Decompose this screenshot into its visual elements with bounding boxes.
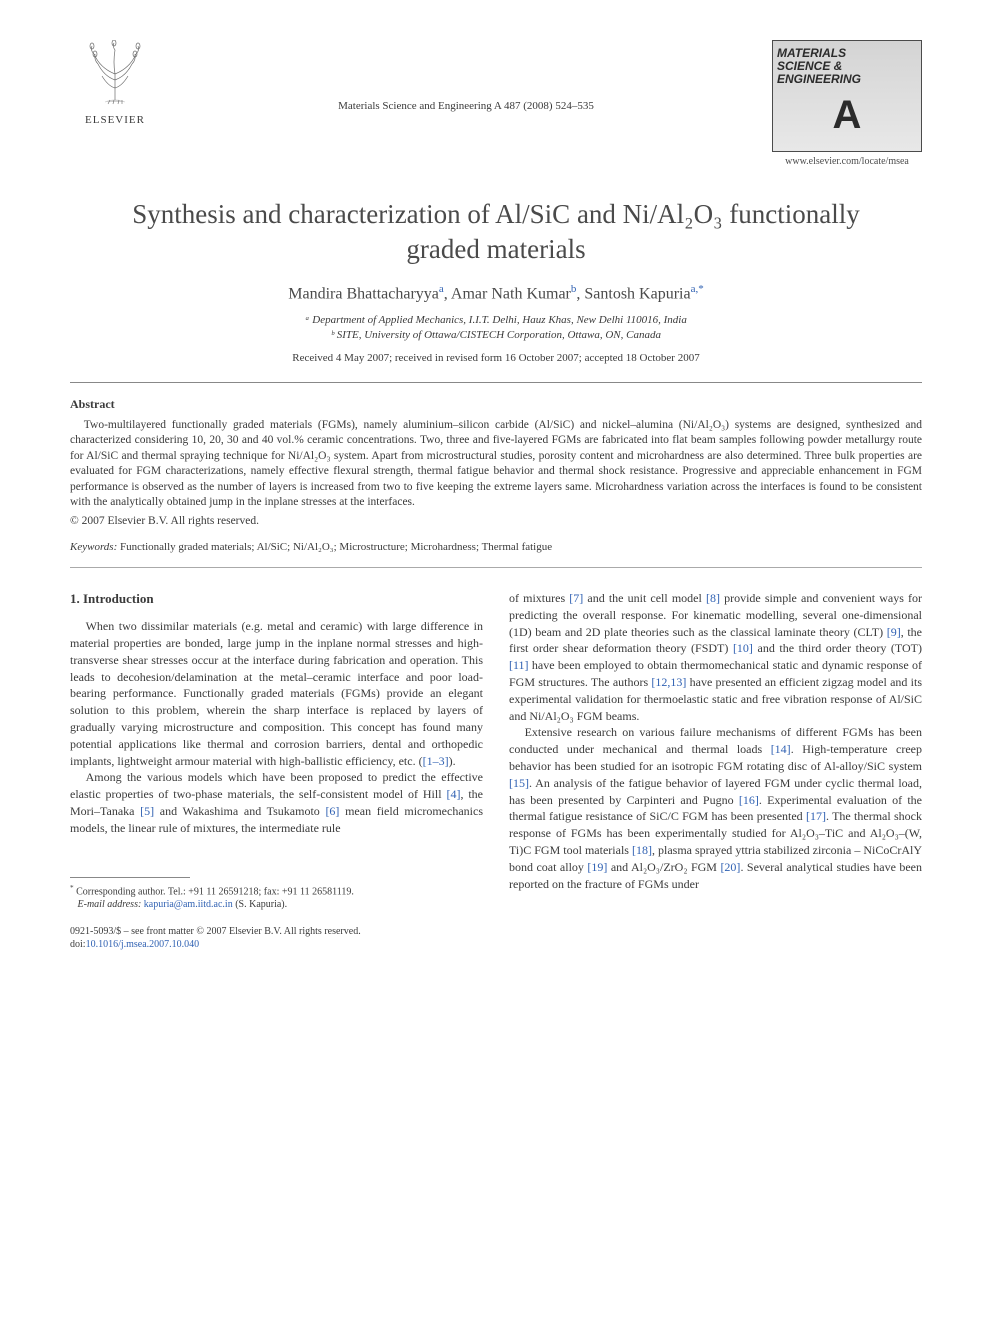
- email-label: E-mail address:: [78, 899, 142, 910]
- journal-box-letter: A: [777, 93, 917, 137]
- divider: [70, 567, 922, 568]
- keywords-label: Keywords:: [70, 541, 117, 553]
- front-matter-meta: 0921-5093/$ – see front matter © 2007 El…: [70, 925, 483, 952]
- corresponding-star-icon[interactable]: *: [698, 283, 704, 295]
- keywords: Keywords: Functionally graded materials;…: [70, 541, 922, 553]
- citation-ref[interactable]: [14]: [771, 742, 791, 756]
- citation-ref[interactable]: [15]: [509, 776, 529, 790]
- elsevier-tree-icon: [80, 40, 150, 110]
- paragraph: When two dissimilar materials (e.g. meta…: [70, 618, 483, 769]
- footnote-text: Corresponding author. Tel.: +91 11 26591…: [76, 886, 354, 897]
- article-dates: Received 4 May 2007; received in revised…: [70, 352, 922, 364]
- citation-line: Materials Science and Engineering A 487 …: [160, 40, 772, 112]
- article-title: Synthesis and characterization of Al/SiC…: [110, 197, 882, 267]
- author-name: Santosh Kapuria: [584, 285, 690, 302]
- email-attribution: (S. Kapuria).: [235, 899, 287, 910]
- divider: [70, 382, 922, 383]
- citation-ref[interactable]: [6]: [325, 804, 339, 818]
- citation-ref[interactable]: [5]: [140, 804, 154, 818]
- keywords-text: Functionally graded materials; Al/SiC; N…: [120, 541, 552, 553]
- body-columns: 1. Introduction When two dissimilar mate…: [70, 590, 922, 952]
- email-link[interactable]: kapuria@am.iitd.ac.in: [144, 899, 233, 910]
- affiliations: ᵃ Department of Applied Mechanics, I.I.T…: [70, 313, 922, 344]
- page-header: ELSEVIER Materials Science and Engineeri…: [70, 40, 922, 167]
- citation-ref[interactable]: [16]: [739, 793, 759, 807]
- citation-ref[interactable]: [10]: [733, 641, 753, 655]
- journal-logo-box: MATERIALS SCIENCE & ENGINEERING A: [772, 40, 922, 152]
- doi-link[interactable]: 10.1016/j.msea.2007.10.040: [86, 939, 200, 950]
- paragraph: Among the various models which have been…: [70, 769, 483, 836]
- right-column: of mixtures [7] and the unit cell model …: [509, 590, 922, 952]
- affiliation-line: ᵃ Department of Applied Mechanics, I.I.T…: [70, 313, 922, 328]
- citation-ref[interactable]: [8]: [706, 591, 720, 605]
- section-heading: 1. Introduction: [70, 590, 483, 608]
- footnote-divider: [70, 877, 190, 878]
- citation-ref[interactable]: [11]: [509, 658, 529, 672]
- star-icon: *: [70, 884, 74, 892]
- abstract-heading: Abstract: [70, 397, 922, 412]
- publisher-block: ELSEVIER: [70, 40, 160, 126]
- citation-ref[interactable]: [7]: [569, 591, 583, 605]
- affiliation-line: ᵇ SITE, University of Ottawa/CISTECH Cor…: [70, 328, 922, 343]
- author-affil-sup: b: [571, 283, 577, 295]
- author-name: Amar Nath Kumar: [451, 285, 571, 302]
- author-list: Mandira Bhattacharyyaa, Amar Nath Kumarb…: [70, 283, 922, 303]
- citation-ref[interactable]: [18]: [632, 843, 652, 857]
- citation-ref[interactable]: [19]: [587, 860, 607, 874]
- journal-box-line: ENGINEERING: [777, 73, 917, 86]
- citation-ref[interactable]: [1–3]: [423, 754, 449, 768]
- citation-ref[interactable]: [4]: [446, 787, 460, 801]
- author-affil-sup: a: [439, 283, 444, 295]
- citation-ref[interactable]: [9]: [887, 625, 901, 639]
- citation-ref[interactable]: [17]: [806, 809, 826, 823]
- publisher-name: ELSEVIER: [70, 114, 160, 126]
- corresponding-footnote: * Corresponding author. Tel.: +91 11 265…: [70, 884, 483, 911]
- citation-ref[interactable]: [12,13]: [651, 675, 686, 689]
- abstract-copyright: © 2007 Elsevier B.V. All rights reserved…: [70, 515, 922, 527]
- paragraph: Extensive research on various failure me…: [509, 724, 922, 892]
- abstract-body: Two-multilayered functionally graded mat…: [70, 418, 922, 511]
- left-column: 1. Introduction When two dissimilar mate…: [70, 590, 483, 952]
- author-name: Mandira Bhattacharyya: [288, 285, 439, 302]
- journal-block: MATERIALS SCIENCE & ENGINEERING A www.el…: [772, 40, 922, 167]
- citation-ref[interactable]: [20]: [720, 860, 740, 874]
- copyright-line: 0921-5093/$ – see front matter © 2007 El…: [70, 925, 483, 939]
- paragraph: of mixtures [7] and the unit cell model …: [509, 590, 922, 724]
- journal-url[interactable]: www.elsevier.com/locate/msea: [772, 156, 922, 167]
- doi-label: doi:: [70, 939, 86, 950]
